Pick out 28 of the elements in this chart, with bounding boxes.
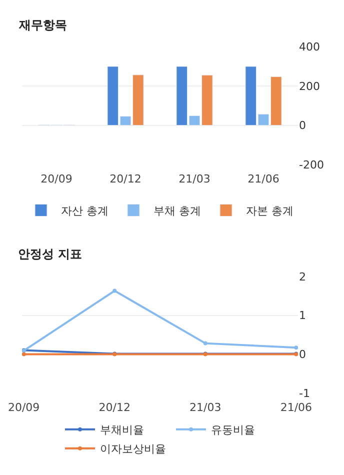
y-tick-label: 1	[299, 309, 306, 322]
y-tick-label: -200	[299, 158, 324, 172]
legend-label: 자본 총계	[246, 204, 294, 218]
x-tick-label: 21/03	[178, 172, 210, 186]
legend-label: 부채비율	[100, 424, 144, 437]
y-tick-label: 0	[299, 348, 306, 362]
point	[203, 341, 208, 346]
x-tick-label: 20/09	[40, 172, 72, 186]
x-tick-label: 20/12	[98, 401, 130, 414]
y-tick-label: 200	[299, 80, 320, 93]
point	[112, 288, 117, 293]
x-tick-label: 21/06	[280, 401, 312, 414]
legend-label: 이자보상비율	[100, 442, 166, 456]
legend-label: 부채 총계	[154, 204, 201, 218]
y-tick-label: 0	[299, 119, 306, 132]
y-tick-label: -1	[299, 386, 310, 400]
x-tick-label: 20/09	[8, 401, 40, 414]
chart-title: 안정성 지표	[18, 247, 82, 261]
chart-title: 재무항목	[18, 18, 67, 32]
legend-label: 유동비율	[211, 424, 255, 437]
point	[22, 352, 26, 356]
x-tick-label: 21/06	[248, 172, 280, 186]
x-tick-label: 20/12	[110, 172, 142, 186]
point	[294, 346, 298, 350]
y-tick-label: 400	[299, 40, 320, 54]
x-tick-label: 21/03	[190, 401, 222, 414]
y-tick-label: 2	[299, 270, 306, 284]
legend-label: 자산 총계	[61, 204, 108, 218]
